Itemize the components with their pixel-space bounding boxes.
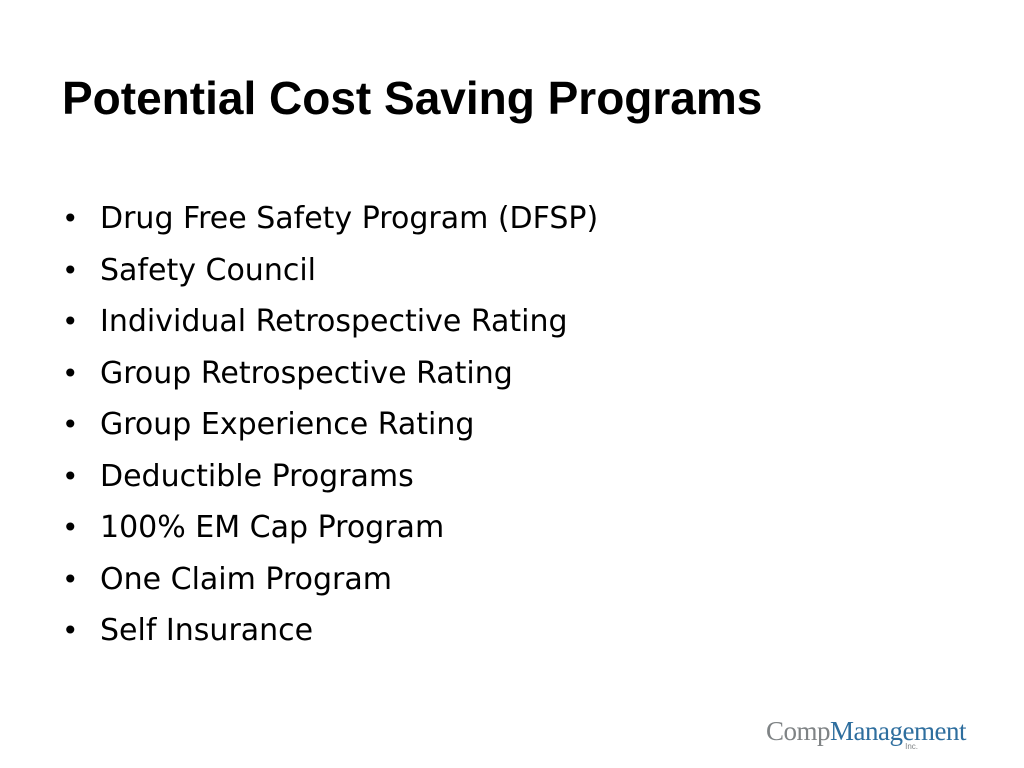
bullet-icon: • <box>62 202 79 235</box>
bullet-item: • One Claim Program <box>62 554 598 606</box>
bullet-item: • 100% EM Cap Program <box>62 502 598 554</box>
bullet-icon: • <box>62 408 79 441</box>
bullet-text: Self Insurance <box>100 613 314 648</box>
bullet-icon: • <box>62 562 79 596</box>
bullet-item: • Group Experience Rating <box>62 399 598 451</box>
bullet-text: Group Experience Rating <box>100 407 475 442</box>
bullet-item: • Deductible Programs <box>62 451 598 503</box>
bullet-text: 100% EM Cap Program <box>100 510 445 545</box>
bullet-icon: • <box>62 511 79 544</box>
bullet-item: • Individual Retrospective Rating <box>62 296 598 348</box>
bullet-text: Individual Retrospective Rating <box>100 304 568 339</box>
bullet-icon: • <box>62 305 79 338</box>
logo-inc-text: Inc. <box>905 742 918 751</box>
bullet-item: • Drug Free Safety Program (DFSP) <box>62 193 598 245</box>
logo-comp-text: Comp <box>766 716 831 746</box>
logo-management-text: Management <box>830 716 966 746</box>
bullet-list: • Drug Free Safety Program (DFSP) • Safe… <box>62 193 598 657</box>
bullet-text: One Claim Program <box>100 561 392 597</box>
bullet-text: Deductible Programs <box>100 458 414 494</box>
bullet-item: • Self Insurance <box>62 605 598 657</box>
bullet-icon: • <box>62 614 79 647</box>
bullet-text: Group Retrospective Rating <box>100 355 513 391</box>
bullet-text: Safety Council <box>100 252 316 288</box>
bullet-text: Drug Free Safety Program (DFSP) <box>100 201 599 236</box>
bullet-icon: • <box>62 356 79 390</box>
slide-title: Potential Cost Saving Programs <box>62 72 763 124</box>
bullet-item: • Group Retrospective Rating <box>62 348 598 400</box>
bullet-icon: • <box>62 459 79 493</box>
bullet-item: • Safety Council <box>62 245 598 297</box>
bullet-icon: • <box>62 253 79 287</box>
company-logo: CompManagement Inc. <box>766 716 966 751</box>
